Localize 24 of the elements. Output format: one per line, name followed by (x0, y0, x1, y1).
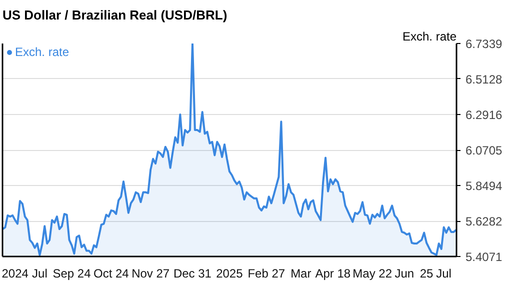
y-tick-label: 5.4071 (466, 250, 503, 264)
chart-title: US Dollar / Brazilian Real (USD/BRL) (2, 8, 228, 22)
y-tick-label: 5.6282 (466, 214, 503, 229)
legend-label: Exch. rate (15, 45, 70, 59)
x-tick-label: 25 (420, 266, 434, 280)
y-tick-label: 6.5128 (466, 72, 503, 86)
y-tick-label: 6.7339 (466, 37, 503, 51)
x-tick-label: Apr 18 (315, 266, 351, 280)
x-tick-label: Nov 27 (132, 266, 170, 280)
y-tick-label: 5.8494 (466, 178, 503, 193)
x-tick-label: 2024 (2, 266, 29, 280)
x-tick-label: Dec 31 (173, 266, 212, 280)
y-axis-title: Exch. rate (402, 30, 457, 44)
x-tick-label: Oct 24 (93, 266, 130, 280)
x-tick-label: Sep 24 (52, 266, 92, 280)
x-tick-label: Jul (32, 266, 48, 280)
x-tick-label: Mar (290, 266, 312, 280)
x-tick-label: May 22 (352, 266, 392, 280)
x-tick-label: Jul (436, 266, 452, 280)
x-tick-label: Feb 27 (248, 266, 286, 280)
x-tick-label: 2025 (216, 266, 244, 280)
y-tick-label: 6.2916 (466, 108, 503, 122)
y-tick-label: 6.0705 (466, 144, 503, 158)
x-tick-label: Jun (394, 266, 414, 280)
